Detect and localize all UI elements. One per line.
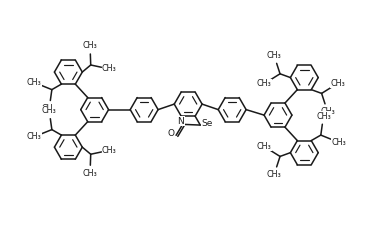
- Text: Se: Se: [201, 119, 213, 128]
- Text: CH₃: CH₃: [102, 146, 117, 155]
- Text: CH₃: CH₃: [256, 142, 271, 151]
- Text: N: N: [177, 117, 184, 126]
- Text: CH₃: CH₃: [27, 132, 42, 141]
- Text: CH₃: CH₃: [267, 170, 282, 179]
- Text: CH₃: CH₃: [330, 79, 345, 88]
- Text: CH₃: CH₃: [102, 64, 117, 74]
- Text: CH₃: CH₃: [83, 41, 97, 50]
- Text: CH₃: CH₃: [83, 169, 97, 178]
- Text: CH₃: CH₃: [256, 79, 271, 88]
- Text: CH₃: CH₃: [267, 51, 282, 60]
- Text: CH₃: CH₃: [27, 78, 42, 87]
- Text: CH₃: CH₃: [42, 104, 56, 113]
- Text: CH₃: CH₃: [331, 138, 346, 147]
- Text: O: O: [167, 129, 174, 138]
- Text: CH₃: CH₃: [316, 112, 331, 121]
- Text: CH₃: CH₃: [42, 106, 56, 115]
- Text: CH₃: CH₃: [320, 107, 335, 116]
